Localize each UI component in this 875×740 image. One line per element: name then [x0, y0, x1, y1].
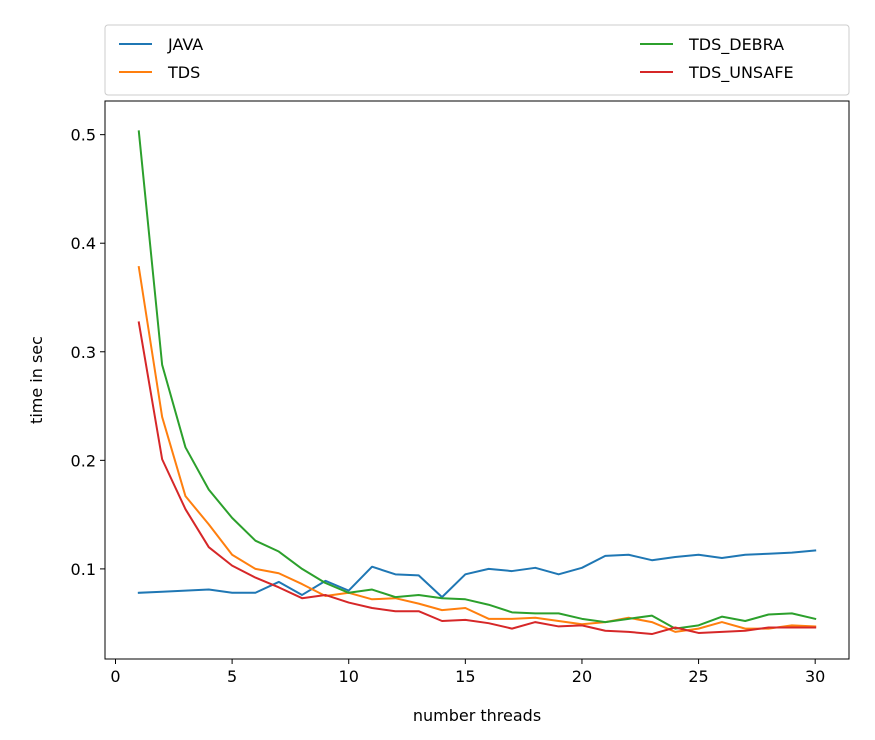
- y-tick-label: 0.3: [71, 343, 96, 362]
- y-tick-label: 0.2: [71, 451, 96, 470]
- x-tick-label: 20: [572, 667, 592, 686]
- x-tick-label: 5: [227, 667, 237, 686]
- x-axis-ticks: 0 5 10 15 20 25 30: [110, 659, 825, 686]
- legend-frame: [104, 24, 850, 96]
- series-line-java: [137, 549, 817, 599]
- series-line-tds-debra: [137, 130, 817, 630]
- y-axis-ticks: 0.1 0.2 0.3 0.4 0.5: [71, 126, 105, 579]
- series-lines: [137, 130, 817, 636]
- legend-label-tds-debra: TDS_DEBRA: [688, 35, 784, 55]
- legend: JAVA TDS TDS_DEBRA TDS_UNSAFE: [104, 24, 850, 96]
- plot-area: [105, 101, 849, 659]
- legend-label-tds: TDS: [167, 63, 200, 82]
- legend-label-java: JAVA: [167, 35, 203, 54]
- x-tick-label: 25: [688, 667, 708, 686]
- series-line-tds-unsafe: [137, 321, 817, 636]
- x-tick-label: 15: [455, 667, 475, 686]
- series-line-tds: [137, 265, 817, 633]
- y-tick-label: 0.1: [71, 560, 96, 579]
- x-tick-label: 30: [805, 667, 825, 686]
- y-tick-label: 0.5: [71, 126, 96, 145]
- y-tick-label: 0.4: [71, 234, 96, 253]
- x-tick-label: 0: [110, 667, 120, 686]
- legend-label-tds-unsafe: TDS_UNSAFE: [688, 63, 794, 83]
- y-axis-label: time in sec: [27, 336, 46, 424]
- plot-frame: [104, 100, 850, 660]
- x-tick-label: 10: [339, 667, 359, 686]
- x-axis-label: number threads: [413, 706, 541, 725]
